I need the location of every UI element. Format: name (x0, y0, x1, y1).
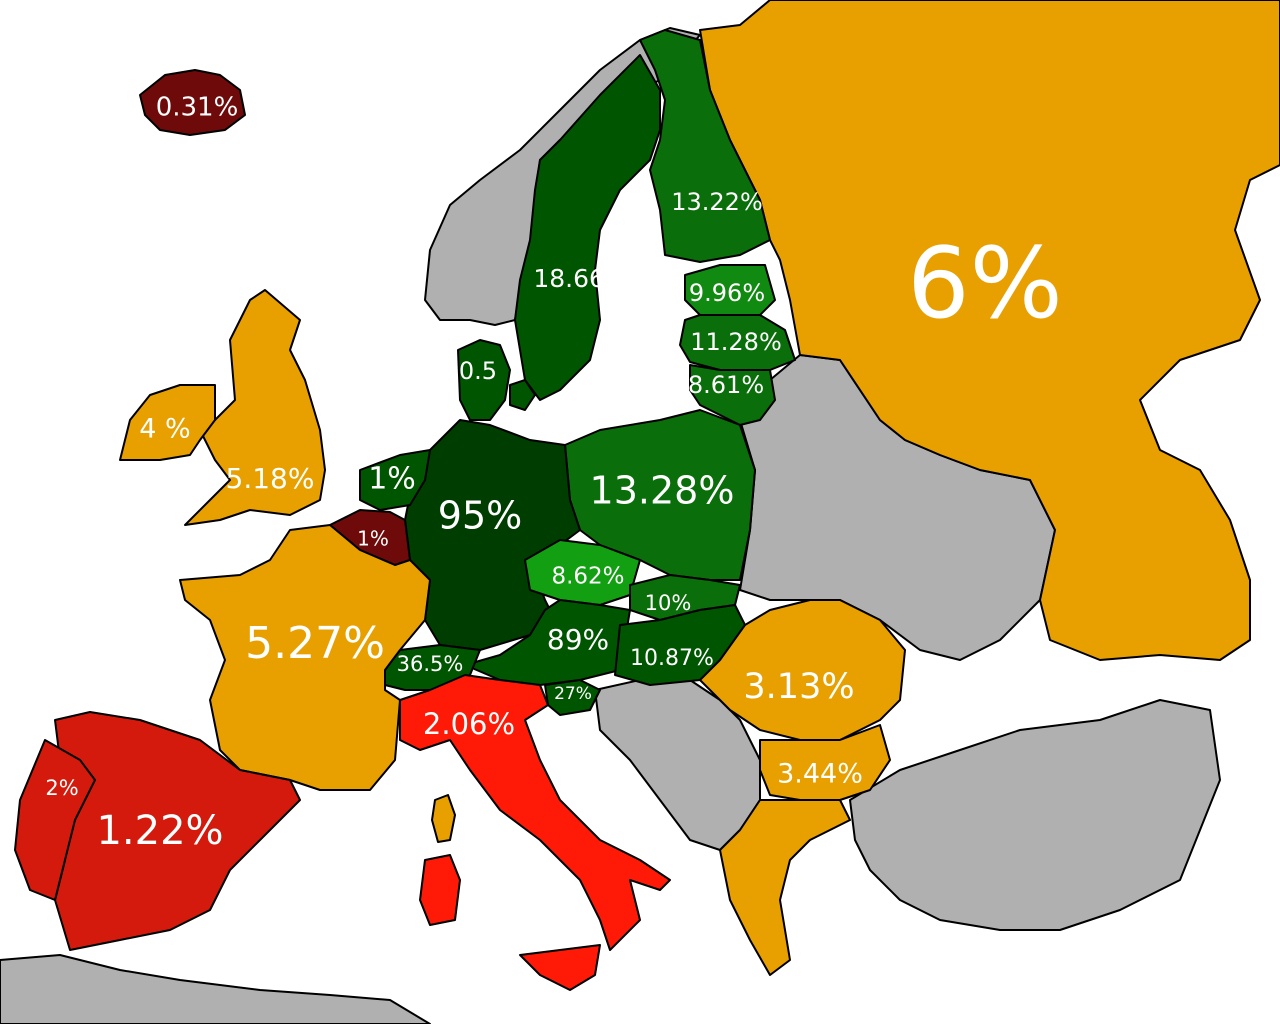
value-labels: 0.31% 6% 13.22% 18.66% 9.96% 11.28% 8.61… (45, 93, 1062, 855)
label-latvia: 11.28% (690, 328, 782, 356)
latvia (679, 314, 796, 371)
label-uk: 5.18% (226, 462, 315, 495)
sicily (519, 944, 601, 991)
label-ireland: 4 % (139, 414, 190, 445)
label-sweden: 18.66% (533, 264, 628, 293)
russia (699, 0, 1280, 661)
label-estonia: 9.96% (689, 279, 765, 307)
label-iceland: 0.31% (156, 93, 239, 123)
denmark-islands (509, 379, 536, 411)
portugal (14, 739, 96, 901)
finland (639, 29, 771, 263)
label-denmark: 0.5 (459, 357, 497, 385)
sardinia (419, 854, 461, 926)
label-austria: 89% (547, 623, 609, 656)
label-spain: 1.22% (96, 808, 223, 854)
label-bulgaria: 3.44% (777, 759, 863, 790)
label-finland: 13.22% (671, 188, 763, 216)
label-czechia: 8.62% (551, 564, 624, 590)
corsica (431, 794, 456, 843)
label-romania: 3.13% (743, 667, 854, 707)
label-lithuania: 8.61% (688, 371, 764, 399)
label-netherlands: 1% (368, 462, 416, 497)
greece (719, 799, 851, 976)
label-switzerland: 36.5% (397, 652, 464, 676)
romania (699, 599, 906, 741)
italy (399, 674, 671, 951)
estonia (684, 264, 776, 316)
iceland (139, 69, 246, 136)
label-poland: 13.28% (590, 469, 735, 513)
no-data-regions (0, 27, 1221, 1024)
label-belgium: 1% (357, 527, 389, 551)
bulgaria (759, 724, 891, 801)
denmark (457, 339, 511, 421)
france (179, 524, 431, 791)
label-slovakia: 10% (645, 591, 692, 615)
poland (564, 409, 756, 581)
netherlands (359, 449, 431, 511)
ireland (119, 384, 216, 461)
label-portugal: 2% (45, 776, 78, 800)
label-hungary: 10.87% (630, 646, 714, 671)
north-africa-coast (0, 954, 431, 1024)
label-russia: 6% (907, 227, 1062, 341)
turkey (849, 699, 1221, 931)
sweden (514, 54, 661, 401)
label-slovenia: 27% (554, 684, 592, 704)
label-germany: 95% (438, 494, 522, 538)
label-france: 5.27% (245, 618, 385, 669)
lithuania (689, 364, 776, 426)
label-italy: 2.06% (423, 707, 515, 741)
